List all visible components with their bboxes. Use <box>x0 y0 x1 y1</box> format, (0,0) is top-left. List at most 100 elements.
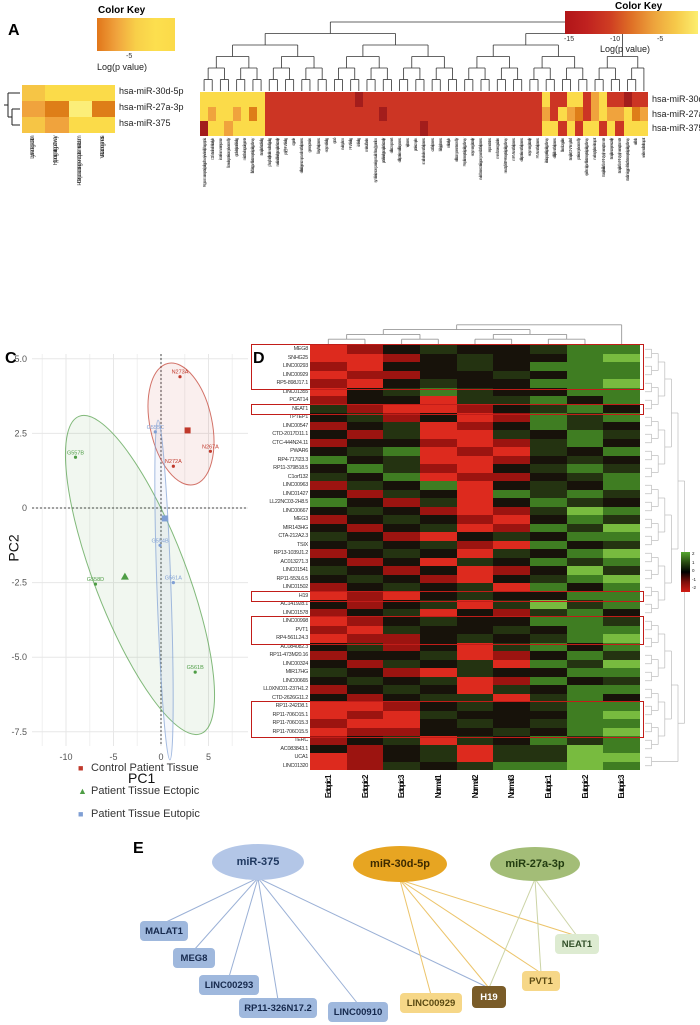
heatmap-cell <box>436 121 445 136</box>
heatmap-cell <box>420 566 457 575</box>
heatmap-cell <box>310 625 347 634</box>
heatmap-cell <box>456 464 494 473</box>
heatmap-cell <box>493 396 530 405</box>
heatmap-cell <box>383 676 420 685</box>
heatmap-cell <box>493 617 530 626</box>
heatmap-cell <box>420 523 457 532</box>
heatmap-cell <box>530 489 567 498</box>
heatmap-cell <box>603 566 640 575</box>
network-node-linc00293: LINC00293 <box>199 975 259 995</box>
heatmap-cell <box>542 121 551 136</box>
go-term-column-label: organelle <box>291 139 297 146</box>
network-node-mir375: miR-375 <box>212 844 304 880</box>
heatmap-cell <box>257 92 266 107</box>
go-term-column-label: mRNA metabolic process <box>511 139 516 161</box>
heatmap-cell <box>493 693 530 702</box>
heatmap-cell <box>411 92 420 107</box>
heatmap-cell <box>530 387 567 396</box>
heatmap-cell <box>383 413 420 422</box>
go-term-column-label: cell death <box>633 139 639 146</box>
network-node-pvt1: PVT1 <box>522 971 560 991</box>
heatmap-cell <box>530 591 567 600</box>
sample-point <box>171 581 175 585</box>
panel-e-label: E <box>133 840 144 857</box>
heatmap-cell <box>346 753 384 762</box>
heatmap-cell <box>456 608 494 617</box>
lncrna-row-label: LINC00293 <box>282 363 308 369</box>
heatmap-cell <box>530 702 567 711</box>
panel-d-label: D <box>253 350 265 367</box>
heatmap-cell <box>530 362 567 371</box>
heatmap-cell <box>383 727 420 736</box>
heatmap-cell <box>383 515 420 524</box>
heatmap-cell <box>530 753 567 762</box>
heatmap-cell <box>566 404 604 413</box>
heatmap-cell <box>420 464 457 473</box>
sample-column-label: Eutopic 3 <box>617 776 627 799</box>
heatmap-cell <box>603 489 640 498</box>
go-term-column-label: RNA binding <box>348 139 354 150</box>
heatmap-cell <box>456 591 494 600</box>
sample-point <box>93 582 98 586</box>
heatmap-cell <box>566 379 604 388</box>
heatmap-cell <box>444 121 453 136</box>
heatmap-cell <box>603 353 640 362</box>
color-key-right-tick-2: -10 <box>610 36 621 43</box>
heatmap-cell <box>305 92 315 107</box>
heatmap-cell <box>603 447 640 456</box>
lncrna-row-label: UCA1 <box>294 754 309 760</box>
lncrna-row-label: LINC00929 <box>282 371 308 378</box>
heatmap-cell <box>566 438 604 447</box>
sample-column-label: Ectopic 1 <box>324 776 333 799</box>
sample-point-label: N273A <box>172 370 189 376</box>
sample-point-label: G561A <box>165 576 182 582</box>
heatmap-cell <box>493 668 530 677</box>
heatmap-cell <box>603 668 640 677</box>
centroid-marker <box>120 572 129 580</box>
heatmap-cell <box>530 455 567 464</box>
heatmap-cell <box>509 121 518 136</box>
heatmap-cell <box>45 101 69 117</box>
heatmap-cell <box>232 92 241 107</box>
heatmap-cell <box>456 532 494 541</box>
heatmap-cell <box>420 515 457 524</box>
lncrna-row-label: RP11-706O15.3 <box>272 720 309 726</box>
lncrna-row-label: LL22NC03-2H8.5 <box>269 499 308 505</box>
heatmap-cell <box>566 744 604 753</box>
lncrna-row-label: MIR143HG <box>282 524 308 531</box>
sample-point-label: G558D <box>87 577 104 583</box>
heatmap-cell <box>603 464 640 473</box>
sample-point <box>171 464 175 468</box>
network-node-neat1: NEAT1 <box>555 934 599 954</box>
heatmap-cell <box>420 608 457 617</box>
heatmap-cell <box>517 92 526 107</box>
heatmap-cell <box>310 710 347 719</box>
lncrna-row-label: AC141928.1 <box>280 601 308 607</box>
heatmap-cell <box>493 92 502 107</box>
heatmap-cell <box>22 85 46 101</box>
heatmap-cell <box>248 106 258 122</box>
y-tick-label: -5.0 <box>11 652 27 662</box>
heatmap-cell <box>493 583 530 592</box>
lncrna-row-label: LINC01427 <box>282 490 308 497</box>
heatmap-cell <box>493 549 530 558</box>
lncrna-row-label: LINC00324 <box>282 660 308 667</box>
lncrna-row-label: RP11-706O15.1 <box>272 711 309 718</box>
heatmap-cell <box>224 106 233 122</box>
heatmap-cell <box>346 676 384 685</box>
heatmap-cell <box>603 506 640 515</box>
heatmap-cell <box>493 744 530 753</box>
heatmap-cell <box>530 642 567 651</box>
heatmap-cell <box>485 121 494 136</box>
heatmap-cell <box>493 345 530 354</box>
heatmap-cell <box>346 387 384 396</box>
heatmap-cell <box>281 106 290 122</box>
heatmap-cell <box>289 106 298 122</box>
heatmap-cell <box>248 121 258 136</box>
heatmap-cell <box>383 719 420 728</box>
heatmap-cell <box>420 719 457 728</box>
heatmap-cell <box>310 736 347 745</box>
panel-c-label: C <box>5 350 17 367</box>
heatmap-cell <box>383 642 420 651</box>
